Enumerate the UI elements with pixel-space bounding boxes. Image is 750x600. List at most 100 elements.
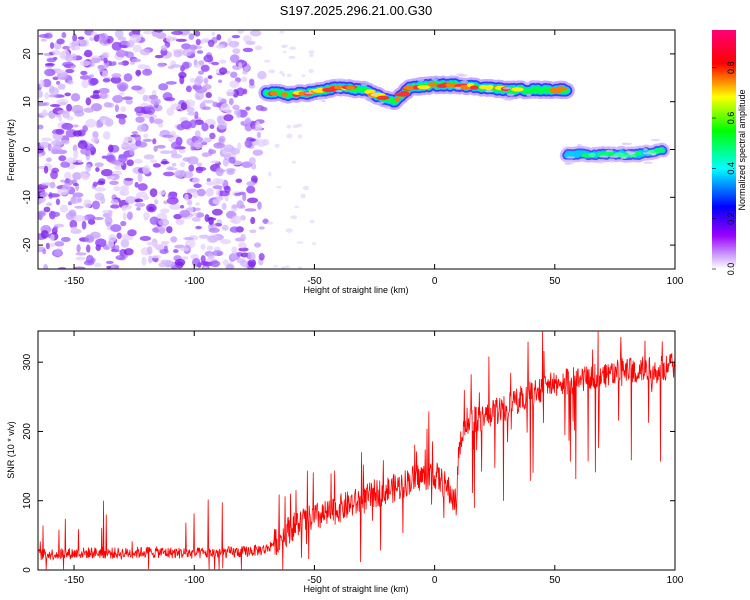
noise-blob (124, 177, 134, 181)
noise-blob (229, 226, 240, 233)
noise-blob (242, 47, 254, 53)
noise-blob (79, 75, 92, 80)
noise-blob (65, 157, 77, 164)
noise-speck (312, 242, 317, 246)
noise-blob (223, 144, 235, 153)
noise-blob (152, 244, 163, 249)
noise-blob (194, 130, 201, 139)
ridge-halo (502, 87, 511, 90)
noise-blob (142, 94, 149, 102)
noise-speck (290, 215, 298, 220)
noise-blob (238, 62, 243, 69)
noise-blob (70, 93, 81, 102)
noise-blob (200, 64, 210, 72)
noise-blob (146, 241, 159, 246)
x-tick-label: -50 (307, 575, 322, 586)
ridge-halo (650, 138, 661, 142)
noise-blob (102, 70, 109, 79)
noise-blob (139, 235, 152, 241)
ridge-halo (643, 161, 653, 164)
noise-blob (92, 131, 99, 139)
ridge-halo (376, 101, 384, 105)
noise-blob (173, 249, 179, 254)
noise-blob (179, 75, 185, 85)
noise-blob (244, 139, 253, 148)
noise-blob (104, 216, 113, 225)
noise-blob (254, 45, 263, 51)
noise-blob (114, 30, 124, 39)
noise-blob (116, 82, 129, 91)
snr-panel: -150 -100 -50 0 50 100 0 100 200 300 Height of s… (6, 330, 684, 594)
noise-speck (279, 70, 284, 75)
noise-blob (142, 68, 153, 76)
noise-blob (160, 161, 170, 165)
noise-speck (302, 185, 310, 191)
noise-blob (160, 259, 173, 265)
noise-blob (179, 209, 190, 218)
y-tick-label: 300 (22, 353, 33, 370)
noise-speck (276, 186, 282, 189)
noise-blob (215, 167, 224, 177)
noise-blob (72, 172, 82, 180)
ridge-halo (370, 93, 378, 97)
noise-blob (60, 161, 70, 168)
noise-blob (174, 258, 186, 267)
noise-blob (81, 79, 90, 89)
noise-blob (115, 255, 126, 261)
snr-frame (37, 330, 676, 571)
colorbar: 0.0 0.2 0.4 0.6 0.8 Normalized spectral ampl… (712, 30, 747, 275)
noise-blob (80, 70, 88, 76)
noise-blob (64, 92, 71, 97)
noise-blob (203, 77, 209, 85)
noise-blob (238, 247, 249, 252)
noise-blob (218, 135, 226, 144)
noise-blob (257, 71, 267, 80)
noise-blob (231, 215, 242, 225)
noise-blob (105, 154, 115, 162)
noise-blob (86, 244, 91, 253)
ridge-traces (258, 73, 670, 165)
noise-blob (120, 44, 127, 48)
ridge-hotspot (394, 97, 401, 102)
ridge-hotspot (581, 153, 591, 158)
ridge-halo (614, 147, 624, 150)
noise-blob (76, 244, 81, 253)
noise-blob (193, 207, 201, 211)
noise-blob (178, 148, 186, 154)
noise-blob (40, 38, 47, 42)
noise-blob (55, 198, 61, 206)
noise-blob (111, 73, 122, 79)
noise-blob (38, 210, 46, 217)
noise-blob (257, 201, 262, 210)
noise-blob (116, 232, 122, 239)
noise-blob (228, 98, 234, 106)
noise-blob (228, 156, 236, 164)
noise-blob (202, 137, 212, 143)
noise-blob (250, 175, 258, 183)
ridge-halo (458, 74, 468, 77)
noise-blob (229, 80, 240, 89)
noise-blob (95, 120, 101, 129)
noise-blob (146, 203, 157, 213)
snr-series-line (38, 331, 675, 570)
noise-blob (254, 242, 262, 248)
ridge-hotspot (417, 84, 431, 90)
noise-speck (281, 72, 286, 77)
noise-blob (129, 148, 135, 156)
noise-blob (241, 76, 248, 83)
noise-blob (49, 42, 55, 49)
noise-blob (146, 106, 155, 115)
noise-blob (157, 226, 165, 230)
noise-blob (98, 92, 108, 99)
noise-blob (207, 253, 215, 260)
noise-blob (156, 144, 166, 149)
noise-blob (202, 266, 209, 269)
noise-blob (195, 225, 202, 230)
ridge-hotspot (606, 151, 614, 156)
noise-blob (143, 154, 155, 160)
noise-blob (112, 95, 124, 103)
noise-blob (181, 43, 191, 50)
noise-blob (130, 34, 142, 43)
noise-blob (121, 60, 130, 66)
noise-blob (64, 171, 72, 181)
